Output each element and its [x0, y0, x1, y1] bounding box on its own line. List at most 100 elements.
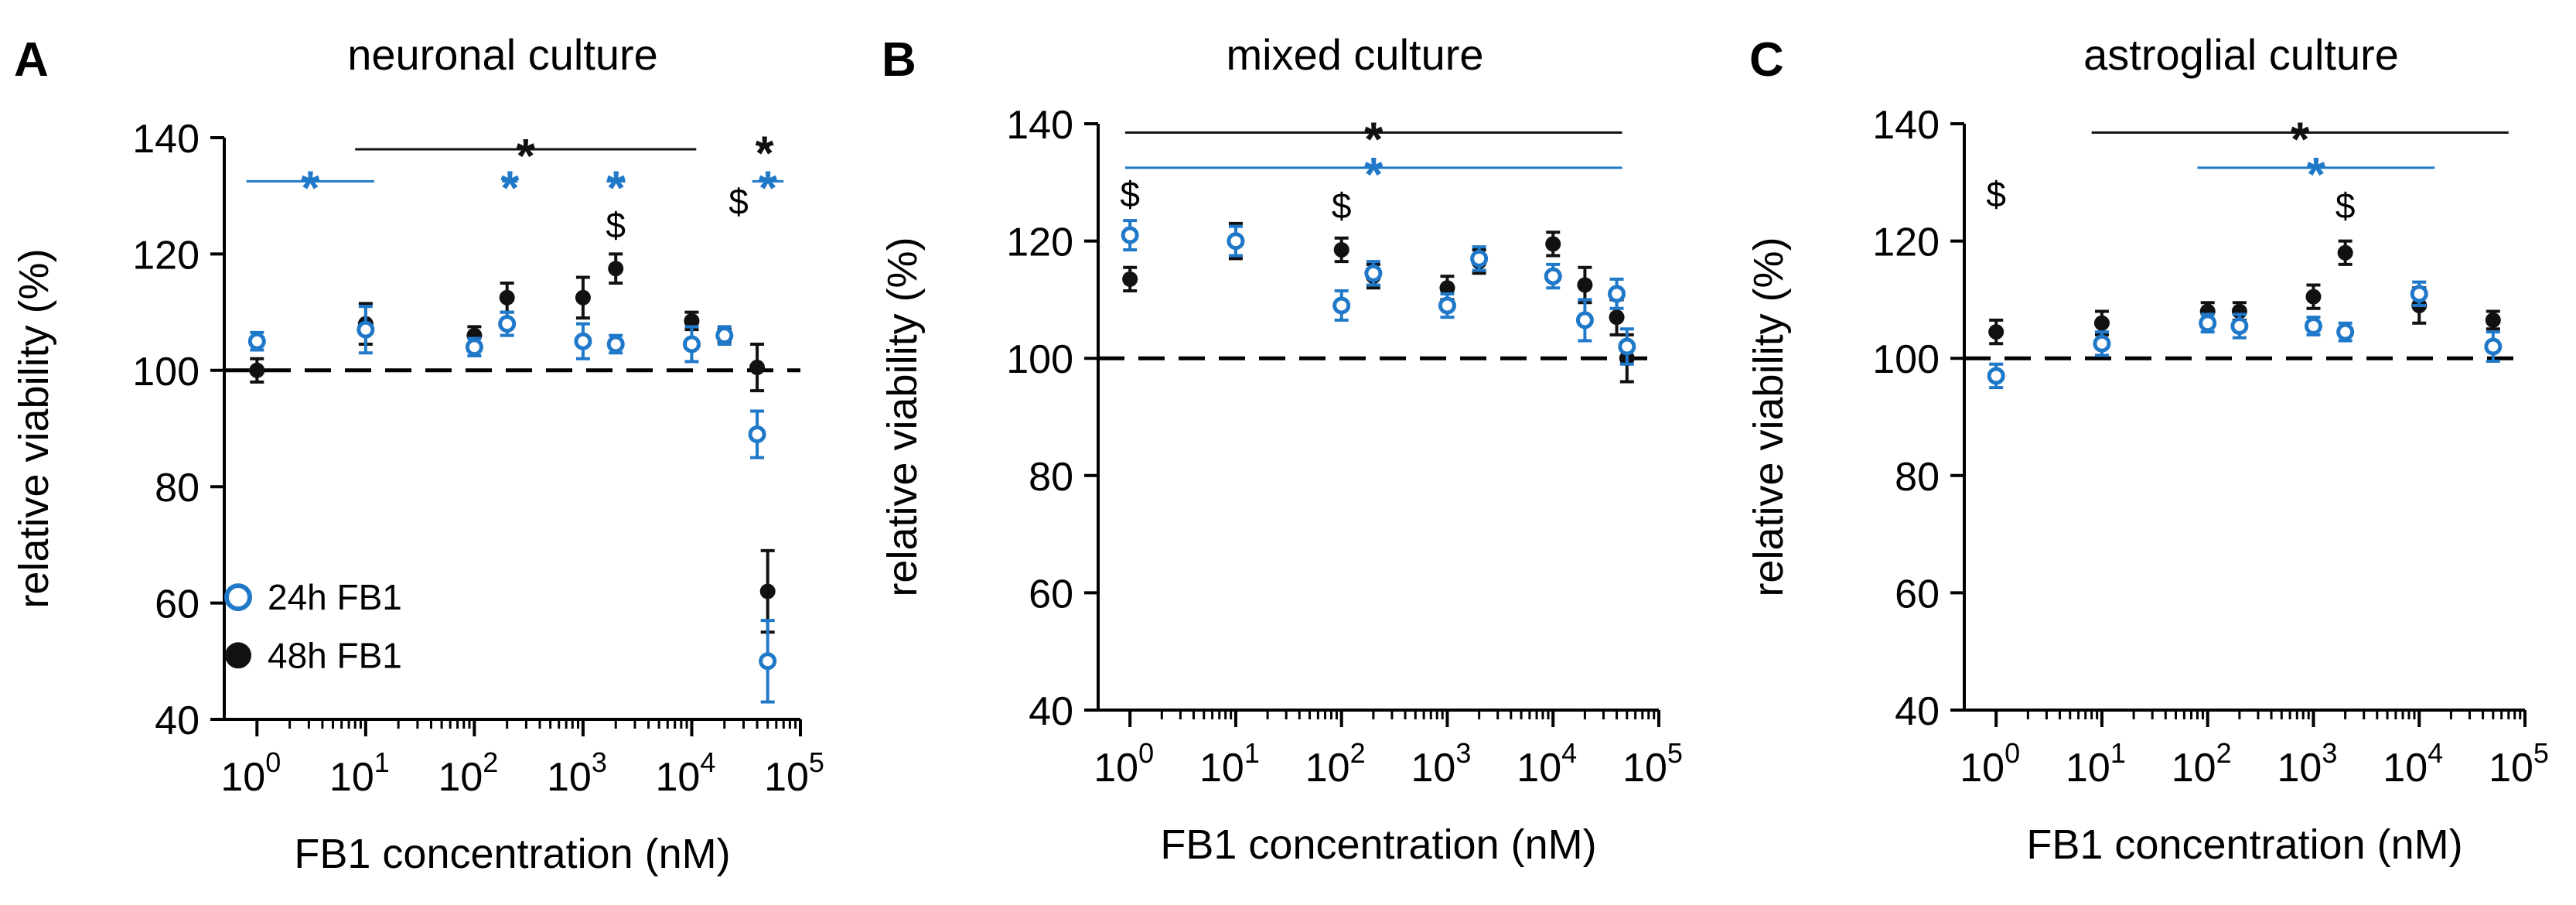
- point-24h: [357, 320, 375, 339]
- panel-letter: B: [882, 33, 916, 87]
- significance-asterisk: *: [517, 130, 536, 183]
- y-tick-label: 120: [132, 233, 200, 278]
- legend-label-24h: 24h FB1: [268, 577, 402, 617]
- point-24h: [682, 335, 701, 353]
- dollar-marker: $: [2335, 186, 2356, 226]
- point-48h: [1577, 277, 1593, 293]
- legend-marker-24h: [224, 583, 252, 612]
- point-24h: [247, 332, 266, 350]
- significance-asterisk: *: [759, 162, 778, 215]
- point-48h: [1545, 236, 1561, 252]
- x-tick-label: 100: [1960, 737, 2020, 791]
- y-tick-label: 140: [1006, 103, 1073, 148]
- point-24h: [2484, 337, 2503, 356]
- y-tick-label: 120: [1006, 220, 1073, 265]
- point-48h: [2485, 312, 2501, 328]
- point-24h: [465, 338, 483, 357]
- panel-title: astroglial culture: [2083, 30, 2399, 79]
- y-tick-label: 100: [1872, 337, 1940, 382]
- series-24h: [1121, 219, 1636, 366]
- y-axis-title: relative viability (%): [1745, 237, 1792, 596]
- x-tick-label: 101: [2066, 737, 2126, 791]
- point-48h: [1609, 309, 1625, 326]
- x-tick-label: 102: [2172, 737, 2232, 791]
- point-48h: [684, 312, 700, 329]
- y-tick-label: 60: [1029, 572, 1073, 616]
- y-tick-label: 60: [155, 582, 200, 627]
- x-tick-label: 103: [2277, 737, 2338, 791]
- x-tick-label: 105: [2489, 737, 2549, 791]
- x-tick-label: 104: [1517, 737, 1577, 791]
- x-tick-label: 100: [1094, 737, 1154, 791]
- point-24h: [1987, 367, 2005, 385]
- x-tick-label: 102: [438, 746, 498, 800]
- y-axis-title: relative viability (%): [11, 248, 57, 608]
- series-24h: [247, 305, 777, 704]
- point-24h: [2199, 314, 2217, 333]
- point-48h: [2093, 315, 2110, 331]
- point-48h: [2337, 244, 2353, 261]
- point-24h: [748, 425, 766, 444]
- y-tick-label: 140: [132, 117, 200, 162]
- dollar-marker: $: [1986, 174, 2006, 214]
- significance-asterisk: *: [2307, 149, 2326, 202]
- y-tick-label: 80: [1029, 455, 1073, 500]
- point-48h: [1333, 241, 1349, 258]
- y-axis-title: relative viability (%): [879, 237, 926, 596]
- point-24h: [2230, 317, 2249, 336]
- series-24h: [1987, 280, 2503, 390]
- y-tick-label: 40: [1895, 689, 1940, 734]
- legend-marker-48h: [225, 642, 251, 669]
- point-24h: [574, 332, 592, 350]
- point-24h: [1438, 296, 1456, 315]
- point-24h: [715, 326, 734, 345]
- significance-asterisk: *: [2291, 113, 2310, 166]
- y-tick-label: 80: [155, 466, 200, 511]
- x-axis-title: FB1 concentration (nM): [1160, 821, 1596, 868]
- x-tick-label: 104: [656, 746, 716, 800]
- point-48h: [575, 289, 591, 306]
- point-24h: [759, 652, 777, 671]
- significance-asterisk: *: [500, 162, 520, 215]
- point-48h: [2305, 289, 2322, 305]
- y-tick-label: 100: [132, 350, 200, 394]
- point-24h: [1544, 267, 1562, 285]
- point-48h: [749, 360, 766, 376]
- point-48h: [249, 362, 265, 378]
- point-24h: [498, 315, 517, 333]
- point-24h: [2336, 323, 2355, 341]
- point-48h: [608, 261, 624, 277]
- significance-asterisk: *: [1364, 149, 1384, 202]
- significance-asterisk: *: [1364, 113, 1384, 166]
- point-24h: [1227, 232, 1245, 251]
- y-tick-label: 40: [1029, 689, 1073, 734]
- x-tick-label: 100: [220, 746, 281, 800]
- point-24h: [2410, 285, 2428, 303]
- dollar-marker: $: [1332, 186, 1352, 226]
- point-24h: [1332, 296, 1351, 315]
- dollar-marker: $: [606, 205, 626, 245]
- point-48h: [1439, 280, 1455, 296]
- panel-title: mixed culture: [1226, 30, 1483, 79]
- legend: 24h FB1 48h FB1: [224, 577, 402, 675]
- panel-letter: C: [1749, 33, 1784, 87]
- significance-asterisk: *: [606, 162, 626, 215]
- y-tick-label: 120: [1872, 220, 1940, 265]
- y-tick-label: 140: [1872, 103, 1940, 148]
- x-tick-label: 103: [547, 746, 607, 800]
- x-tick-label: 102: [1305, 737, 1366, 791]
- dollar-marker: $: [1120, 174, 1140, 214]
- y-tick-label: 60: [1895, 572, 1940, 616]
- x-tick-label: 105: [764, 746, 824, 800]
- y-tick-label: 80: [1895, 455, 1940, 500]
- point-24h: [1470, 249, 1489, 268]
- x-tick-label: 101: [329, 746, 390, 800]
- x-tick-label: 101: [1199, 737, 1260, 791]
- point-48h: [1988, 324, 2005, 340]
- dollar-marker: $: [728, 182, 749, 222]
- x-axis-title: FB1 concentration (nM): [2026, 821, 2462, 868]
